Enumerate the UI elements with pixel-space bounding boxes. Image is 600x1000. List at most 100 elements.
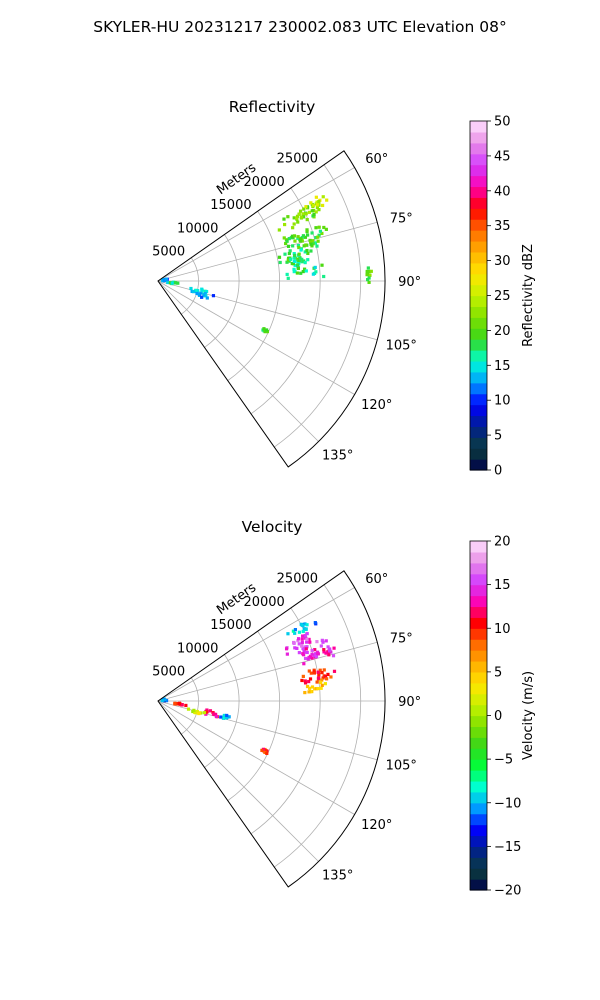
echo-cell: [284, 632, 319, 656]
colorbar-band: [470, 284, 487, 297]
colorbar-band: [470, 846, 487, 858]
azimuth-spoke: [157, 700, 319, 862]
azimuth-tick-label: 90°: [398, 275, 421, 290]
colorbar: 0 5 10 15 20 25 30 35 40 45 50: [469, 115, 511, 479]
colorbar-tick-label: 25: [494, 289, 511, 304]
range-ring: [204, 654, 240, 768]
range-tick-label: 5000: [152, 665, 185, 680]
azimuth-tick-label: 90°: [398, 695, 421, 710]
colorbar-tick-label: 5: [494, 429, 502, 444]
echo-cell: [285, 259, 326, 280]
colorbar-tick-label: −10: [494, 796, 521, 811]
colorbar-band: [470, 715, 487, 728]
echo-cell: [304, 195, 329, 212]
azimuth-spoke: [157, 700, 355, 815]
colorbar-band: [470, 879, 487, 891]
azimuth-tick-label: 75°: [390, 211, 413, 226]
colorbar-band: [470, 824, 487, 837]
range-tick-label: 25000: [277, 572, 318, 587]
colorbar-band: [470, 360, 487, 373]
azimuth-spoke: [157, 280, 355, 395]
colorbar-band: [470, 693, 487, 706]
azimuth-tick-label: 60°: [365, 572, 388, 587]
colorbar-band: [470, 595, 487, 608]
colorbar-band: [470, 131, 487, 144]
colorbar-band: [470, 393, 487, 406]
range-tick-label: 15000: [210, 618, 251, 633]
colorbar-band: [470, 551, 487, 564]
colorbar-tick-label: 10: [494, 394, 511, 409]
azimuth-tick-label: 105°: [386, 759, 417, 774]
colorbar-band: [470, 251, 487, 264]
colorbar-band: [470, 541, 487, 553]
colorbar-tick-label: 0: [494, 464, 502, 479]
colorbar-band: [470, 780, 487, 793]
colorbar-band: [470, 350, 487, 362]
colorbar-band: [470, 813, 487, 826]
echo-cell: [260, 747, 269, 755]
colorbar-band: [470, 186, 487, 198]
velocity-title: Velocity: [242, 518, 303, 536]
colorbar-tick-label: 15: [494, 578, 511, 593]
echo-cell: [282, 225, 328, 253]
range-ring: [250, 187, 321, 415]
colorbar-tick-label: 0: [494, 709, 502, 724]
echo-cell: [204, 708, 219, 719]
colorbar-band: [470, 748, 487, 760]
colorbar-tick-label: 15: [494, 359, 511, 374]
colorbar-band: [470, 759, 487, 771]
colorbar-band: [470, 328, 487, 340]
colorbar-tick-label: −15: [494, 840, 521, 855]
colorbar-tick-label: 30: [494, 254, 511, 269]
echo-field: [160, 195, 373, 334]
azimuth-tick-label: 135°: [322, 449, 353, 464]
echo-cell: [219, 713, 231, 720]
colorbar-band: [470, 617, 487, 629]
colorbar-band: [470, 404, 487, 417]
colorbar-band: [470, 737, 487, 749]
sector-outline: [157, 150, 386, 468]
range-tick-label: 25000: [277, 152, 318, 167]
echo-cell: [166, 280, 180, 286]
colorbar-band: [470, 573, 487, 586]
colorbar-band: [470, 448, 487, 460]
reflectivity-colorbar-label: Reflectivity dBZ: [521, 244, 536, 347]
azimuth-spoke: [157, 641, 378, 702]
azimuth-tick-label: 120°: [361, 818, 392, 833]
echo-cell: [277, 244, 319, 267]
echo-cell: [261, 327, 270, 334]
colorbar-band: [470, 562, 487, 575]
colorbar-band: [470, 426, 487, 438]
colorbar-band: [470, 175, 487, 188]
colorbar-band: [470, 791, 487, 804]
colorbar-tick-label: 35: [494, 219, 511, 234]
colorbar-tick-label: 45: [494, 149, 511, 164]
colorbar-tick-label: 20: [494, 535, 511, 550]
colorbar-tick-label: 20: [494, 324, 511, 339]
colorbar-band: [470, 339, 487, 351]
colorbar-band: [470, 660, 487, 673]
colorbar-band: [470, 153, 487, 166]
colorbar-band: [470, 295, 487, 308]
echo-cell: [190, 289, 216, 300]
azimuth-tick-label: 75°: [390, 631, 413, 646]
range-ring: [227, 631, 280, 801]
colorbar-band: [470, 371, 487, 384]
figure-title: SKYLER-HU 20231217 230002.083 UTC Elevat…: [93, 18, 507, 36]
colorbar-band: [470, 868, 487, 880]
echo-field: [160, 621, 337, 755]
azimuth-tick-label: 120°: [361, 398, 392, 413]
colorbar-band: [470, 704, 487, 717]
colorbar-band: [470, 415, 487, 427]
colorbar: −20 −15 −10 −5 0 5 10 15 20: [469, 535, 521, 899]
colorbar-band: [470, 164, 487, 177]
colorbar-band: [470, 584, 487, 597]
sector-outline: [157, 570, 386, 888]
colorbar-band: [470, 682, 487, 695]
colorbar-band: [470, 382, 487, 395]
colorbar-tick-label: 10: [494, 622, 511, 637]
azimuth-tick-label: 135°: [322, 869, 353, 884]
echo-cell: [365, 266, 373, 284]
range-tick-label: 15000: [210, 198, 251, 213]
colorbar-tick-label: −5: [494, 753, 513, 768]
